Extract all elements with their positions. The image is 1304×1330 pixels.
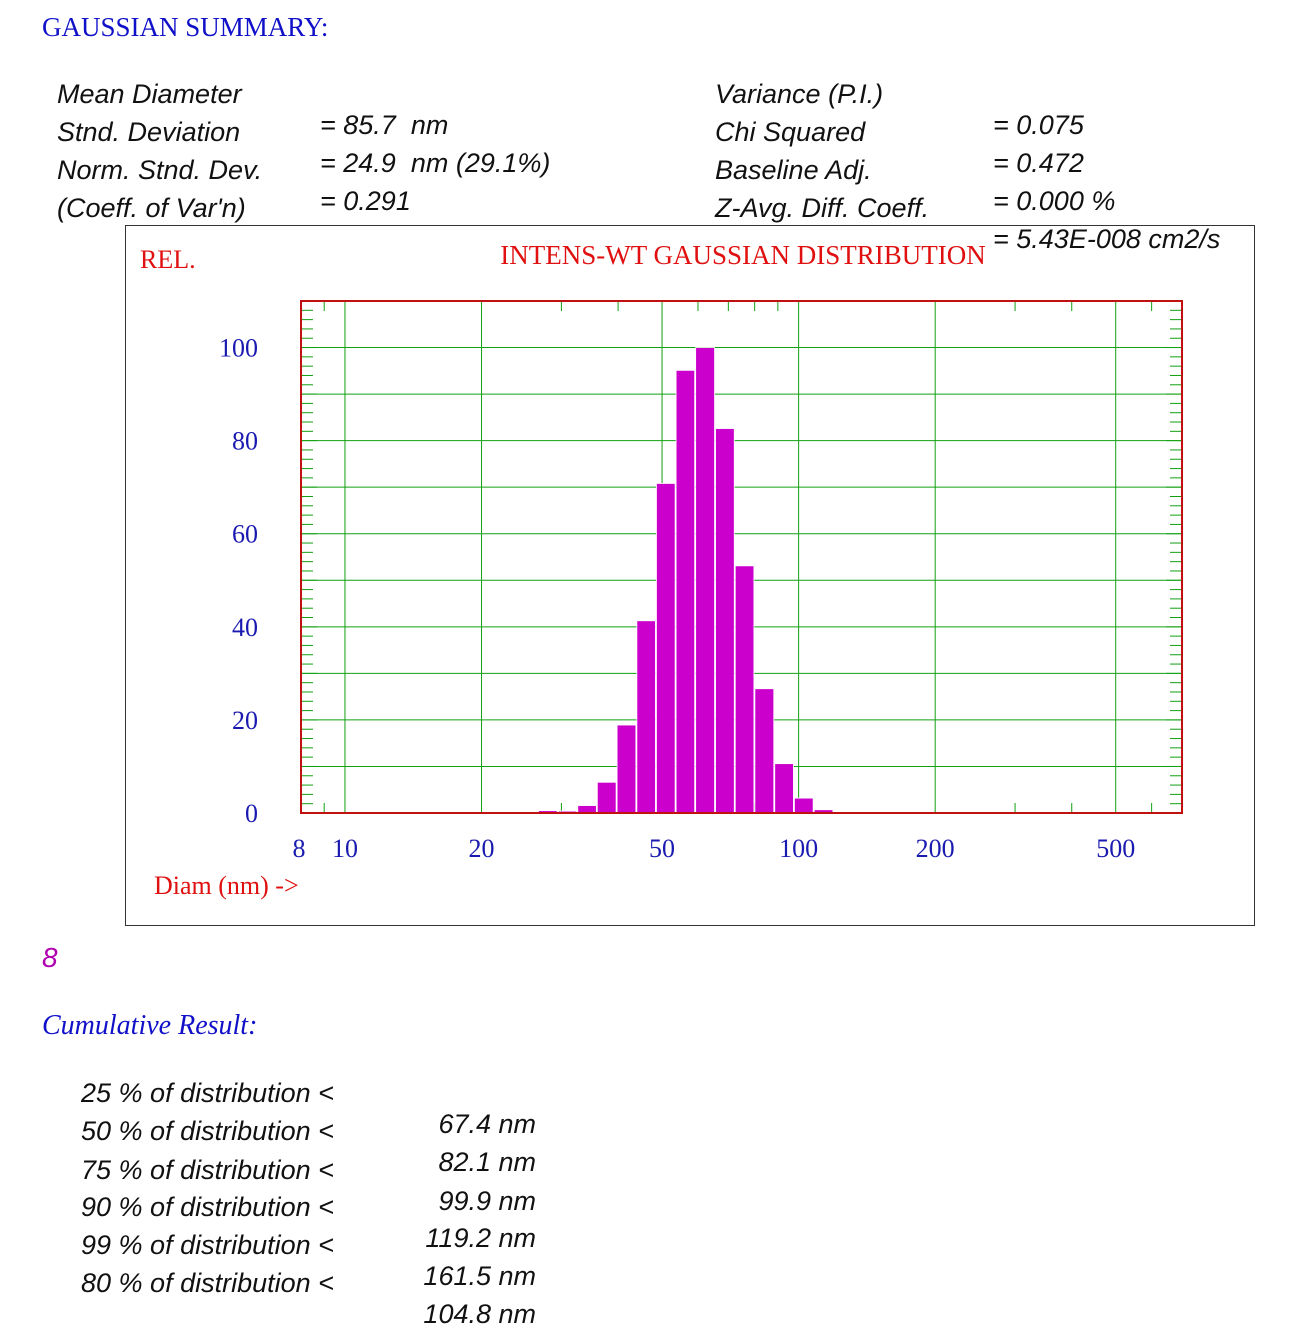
summary-label: Z-Avg. Diff. Coeff. — [715, 193, 930, 223]
summary-value: = 0.075 — [993, 110, 1084, 140]
distribution-chart: REL. INTENS-WT GAUSSIAN DISTRIBUTION Dia… — [140, 240, 1183, 900]
histogram-bar — [616, 724, 637, 814]
summary-label: Stnd. Deviation — [57, 117, 241, 147]
histogram-bar — [715, 428, 735, 814]
summary-right-row: Z-Avg. Diff. Coeff. = 5.43E-008 cm2/s — [700, 162, 1220, 255]
summary-label: (Coeff. of Var'n) — [57, 193, 246, 223]
cumulative-text: 75 % of distribution < — [81, 1155, 334, 1185]
summary-left-row: Mean Diameter = 85.7 nm — [42, 48, 448, 141]
histogram-bar — [774, 763, 794, 814]
frame-layer — [300, 300, 1183, 814]
x-tick-label: 500 — [1096, 834, 1135, 863]
cumulative-row: 75 % of distribution < 99.9 nm — [66, 1124, 536, 1217]
summary-right-row: Baseline Adj. = 0.000 % — [700, 124, 1115, 217]
summary-label: Chi Squared — [715, 117, 866, 147]
histogram-bar — [636, 620, 656, 814]
summary-label: Variance (P.I.) — [715, 79, 884, 109]
cumulative-row: 50 % of distribution < 82.1 nm — [66, 1085, 536, 1178]
chart-title: INTENS-WT GAUSSIAN DISTRIBUTION — [500, 240, 985, 270]
y-tick-label: 40 — [232, 613, 258, 642]
cumulative-title: Cumulative Result: — [42, 1010, 258, 1041]
histogram-bar — [754, 688, 775, 814]
y-tick-label: 20 — [232, 706, 258, 735]
summary-left-row: Norm. Stnd. Dev. = 0.291 — [42, 124, 411, 217]
histogram-bar — [794, 797, 814, 814]
cumulative-value: 67.4 nm — [438, 1109, 536, 1139]
cumulative-value: 119.2 nm — [425, 1223, 536, 1253]
summary-header: GAUSSIAN SUMMARY: — [42, 12, 329, 42]
cumulative-value: 82.1 nm — [438, 1147, 536, 1177]
x-tick-label: 200 — [916, 834, 955, 863]
cumulative-row: 25 % of distribution < 67.4 nm — [66, 1047, 536, 1140]
chart-ylabel: REL. — [140, 245, 196, 274]
y-tick-label: 100 — [219, 334, 258, 363]
histogram-bar — [596, 781, 617, 814]
x-tick-label: 20 — [469, 834, 495, 863]
cumulative-row: 99 % of distribution < 161.5 nm — [66, 1199, 536, 1292]
histogram-bar — [675, 369, 696, 814]
summary-right-row: Chi Squared = 0.472 — [700, 86, 1084, 179]
summary-value: = 24.9 nm (29.1%) — [320, 148, 551, 178]
cumulative-text: 80 % of distribution < — [81, 1268, 334, 1298]
cumulative-value: 161.5 nm — [423, 1261, 536, 1291]
figure-number: 8 — [42, 942, 58, 973]
summary-value: = 0.472 — [993, 148, 1084, 178]
plot-frame — [300, 300, 1183, 814]
cumulative-text: 90 % of distribution < — [81, 1192, 334, 1222]
chart-xlabel: Diam (nm) -> — [154, 871, 299, 900]
summary-value: = 0.291 — [320, 186, 411, 216]
summary-label: Baseline Adj. — [715, 155, 872, 185]
y-tick-label: 80 — [232, 427, 258, 456]
x-tick-label: 10 — [332, 834, 358, 863]
x-tick-label: 50 — [649, 834, 675, 863]
grid-layer — [301, 301, 1182, 813]
cumulative-row: 80 % of distribution < 104.8 nm — [66, 1237, 536, 1330]
cumulative-row: 90 % of distribution < 119.2 nm — [66, 1161, 536, 1254]
cumulative-value: 99.9 nm — [438, 1186, 536, 1216]
histogram-bar — [577, 805, 597, 814]
cumulative-text: 50 % of distribution < — [81, 1116, 334, 1146]
histogram-bar — [656, 483, 676, 814]
summary-label: Norm. Stnd. Dev. — [57, 155, 263, 185]
x-tick-label: 8 — [293, 834, 306, 863]
x-tick-label: 100 — [779, 834, 818, 863]
summary-left-row: Stnd. Deviation = 24.9 nm (29.1%) — [42, 86, 550, 179]
cumulative-text: 99 % of distribution < — [81, 1230, 334, 1260]
summary-value: = 85.7 nm — [320, 110, 449, 140]
tick-labels: 0 20 40 60 80 100 8 10 20 50 100 200 500 — [219, 334, 1135, 863]
cumulative-value: 104.8 nm — [423, 1299, 536, 1329]
histogram-bar — [734, 565, 755, 814]
summary-left-row: (Coeff. of Var'n) — [42, 162, 246, 255]
summary-right-row: Variance (P.I.) = 0.075 — [700, 48, 1084, 141]
cumulative-text: 25 % of distribution < — [81, 1078, 334, 1108]
summary-value: = 5.43E-008 cm2/s — [993, 224, 1221, 254]
y-tick-label: 60 — [232, 520, 258, 549]
y-tick-label: 0 — [245, 799, 258, 828]
summary-value: = 0.000 % — [993, 186, 1116, 216]
histogram-bar — [695, 347, 715, 814]
chart-container: REL. INTENS-WT GAUSSIAN DISTRIBUTION Dia… — [125, 225, 1255, 926]
summary-label: Mean Diameter — [57, 79, 242, 109]
